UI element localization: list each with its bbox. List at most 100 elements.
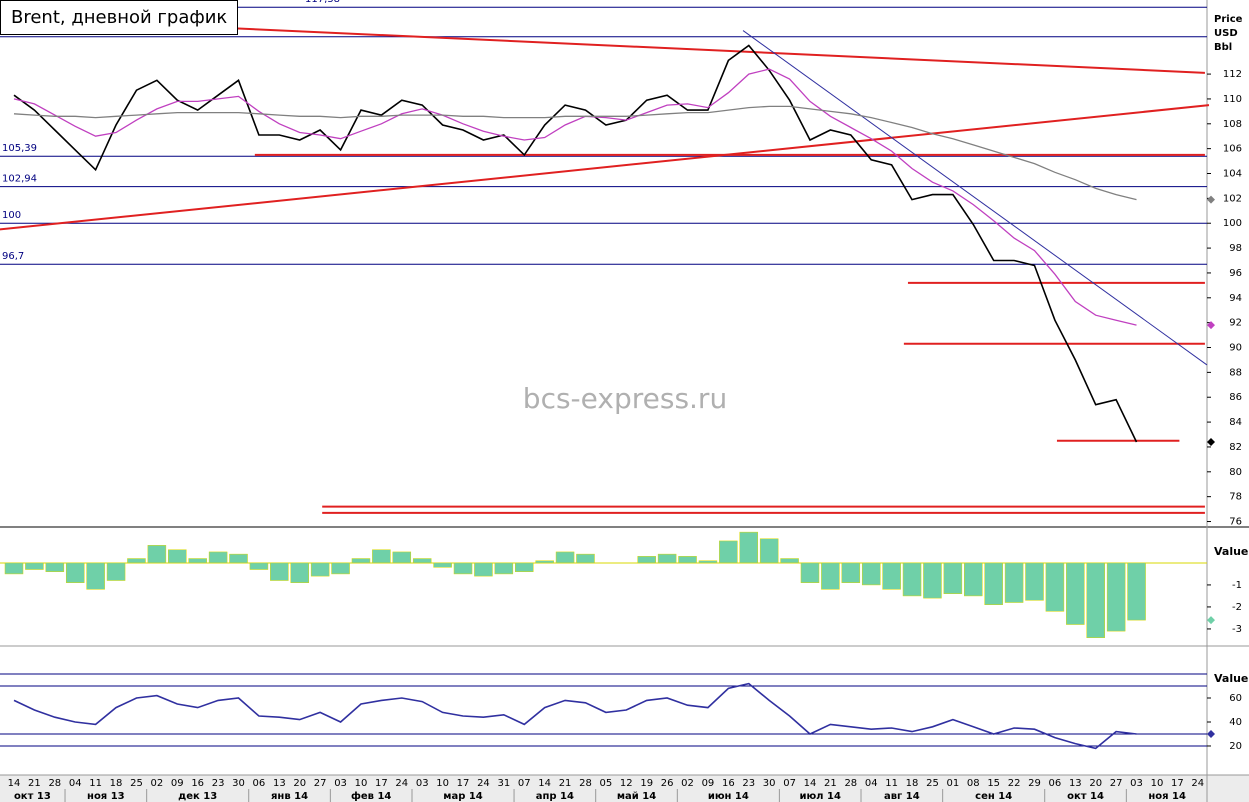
bar [25, 562, 44, 570]
y-tick-label: 82 [1229, 442, 1242, 453]
x-tick-label: 10 [436, 778, 449, 789]
x-tick-label: 13 [1069, 778, 1082, 789]
bar [106, 562, 126, 581]
y-axis-label: Value [1214, 672, 1248, 685]
y-tick-label: -3 [1232, 624, 1242, 635]
bar [678, 556, 697, 564]
x-tick-label: 10 [355, 778, 368, 789]
x-tick-label: 06 [253, 778, 266, 789]
x-tick-label: 29 [1028, 778, 1041, 789]
month-label: май 14 [617, 791, 656, 802]
x-tick-label: 06 [1049, 778, 1062, 789]
y-tick-label: -2 [1232, 602, 1242, 613]
y-axis-label: Bbl [1214, 42, 1232, 53]
series-line [13, 105, 1137, 201]
x-tick-label: 22 [1008, 778, 1021, 789]
x-tick-label: 20 [1089, 778, 1102, 789]
bar [188, 558, 207, 564]
y-tick-label: 96 [1229, 268, 1242, 279]
bar [65, 562, 85, 583]
x-tick-label: 04 [865, 778, 878, 789]
y-axis-label: Price [1214, 14, 1243, 25]
bar [902, 562, 922, 597]
x-tick-label: 21 [824, 778, 837, 789]
bar [861, 562, 881, 586]
bar [515, 562, 534, 572]
level-label: 102,94 [2, 174, 37, 185]
x-tick-label: 16 [722, 778, 735, 789]
x-tick-label: 11 [89, 778, 102, 789]
level-label: 105,39 [2, 143, 37, 154]
y-tick-label: 78 [1229, 492, 1242, 503]
month-label: окт 13 [14, 791, 51, 802]
x-tick-label: 30 [763, 778, 776, 789]
month-label: дек 13 [178, 791, 217, 802]
x-tick-label: 25 [926, 778, 939, 789]
bar [127, 558, 146, 564]
x-tick-label: 17 [1171, 778, 1184, 789]
last-value-marker [1207, 437, 1215, 446]
bar [964, 562, 983, 597]
x-tick-label: 14 [538, 778, 551, 789]
bar [86, 562, 105, 590]
x-axis-band [0, 775, 1249, 802]
bar [1066, 562, 1085, 625]
x-tick-label: 24 [477, 778, 490, 789]
bar [229, 553, 248, 564]
bar [719, 540, 738, 564]
month-label: окт 14 [1067, 791, 1104, 802]
bar [576, 553, 595, 564]
x-tick-label: 02 [681, 778, 694, 789]
series-line [13, 44, 1138, 443]
y-tick-label: 98 [1229, 243, 1242, 254]
bar [147, 545, 167, 564]
x-tick-label: 03 [416, 778, 429, 789]
bar [1127, 562, 1146, 621]
y-tick-label: 110 [1223, 94, 1242, 105]
trend-line [742, 30, 1208, 366]
month-label: июн 14 [708, 791, 749, 802]
x-tick-label: 28 [48, 778, 61, 789]
y-axis-label: USD [1214, 28, 1238, 39]
y-tick-label: 40 [1229, 717, 1242, 728]
bar [433, 562, 452, 568]
month-label: ноя 13 [87, 791, 125, 802]
bar [637, 556, 656, 564]
bar [45, 562, 65, 572]
y-tick-label: 112 [1223, 69, 1242, 80]
x-tick-label: 28 [844, 778, 857, 789]
x-tick-label: 21 [28, 778, 41, 789]
bar [780, 558, 799, 564]
bar [4, 562, 24, 575]
last-value-marker [1207, 321, 1215, 330]
x-tick-label: 19 [640, 778, 653, 789]
bar [290, 562, 309, 583]
x-tick-label: 05 [600, 778, 613, 789]
bar [392, 551, 412, 564]
bar [1004, 562, 1024, 603]
x-tick-label: 18 [906, 778, 919, 789]
bar [841, 562, 861, 583]
last-value-marker [1207, 195, 1215, 204]
y-tick-label: 76 [1229, 517, 1242, 528]
month-label: июл 14 [799, 791, 840, 802]
x-tick-label: 24 [395, 778, 408, 789]
bar [474, 562, 493, 577]
month-label: янв 14 [271, 791, 308, 802]
x-tick-label: 18 [110, 778, 123, 789]
trend-line [0, 104, 1210, 231]
x-tick-label: 09 [702, 778, 715, 789]
x-tick-label: 13 [273, 778, 286, 789]
x-tick-label: 26 [661, 778, 674, 789]
x-tick-label: 04 [69, 778, 82, 789]
y-tick-label: 104 [1223, 169, 1242, 180]
bar [453, 562, 473, 575]
x-tick-label: 15 [987, 778, 1000, 789]
bar [310, 562, 330, 577]
bar [1025, 562, 1044, 601]
y-tick-label: 84 [1229, 417, 1242, 428]
x-tick-label: 14 [8, 778, 21, 789]
y-tick-label: 90 [1229, 343, 1242, 354]
bar [943, 562, 963, 594]
